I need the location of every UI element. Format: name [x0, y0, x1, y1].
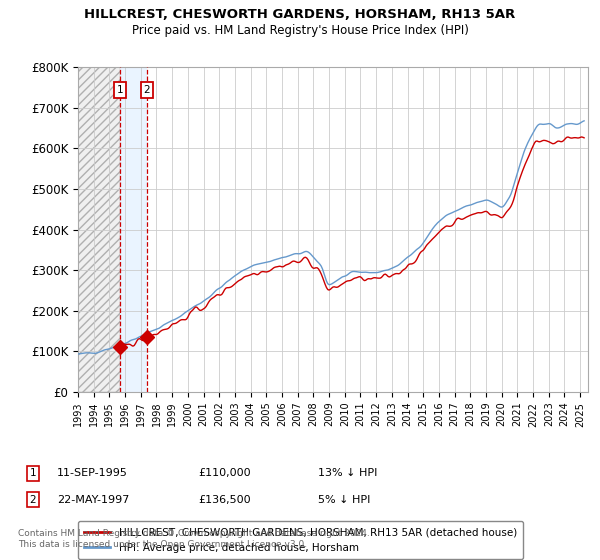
Legend: HILLCREST, CHESWORTH GARDENS, HORSHAM, RH13 5AR (detached house), HPI: Average p: HILLCREST, CHESWORTH GARDENS, HORSHAM, R…	[78, 521, 523, 559]
Bar	[120, 67, 147, 392]
Text: 11-SEP-1995: 11-SEP-1995	[57, 468, 128, 478]
Text: 1: 1	[117, 85, 124, 95]
Text: £136,500: £136,500	[198, 494, 251, 505]
Text: £110,000: £110,000	[198, 468, 251, 478]
Text: 22-MAY-1997: 22-MAY-1997	[57, 494, 130, 505]
Text: 13% ↓ HPI: 13% ↓ HPI	[318, 468, 377, 478]
Text: 5% ↓ HPI: 5% ↓ HPI	[318, 494, 370, 505]
Text: 2: 2	[29, 494, 37, 505]
Text: 1: 1	[29, 468, 37, 478]
Text: Price paid vs. HM Land Registry's House Price Index (HPI): Price paid vs. HM Land Registry's House …	[131, 24, 469, 36]
Text: HILLCREST, CHESWORTH GARDENS, HORSHAM, RH13 5AR: HILLCREST, CHESWORTH GARDENS, HORSHAM, R…	[85, 8, 515, 21]
Bar	[78, 67, 120, 392]
Text: Contains HM Land Registry data © Crown copyright and database right 2024.
This d: Contains HM Land Registry data © Crown c…	[18, 529, 370, 549]
Text: 2: 2	[143, 85, 150, 95]
